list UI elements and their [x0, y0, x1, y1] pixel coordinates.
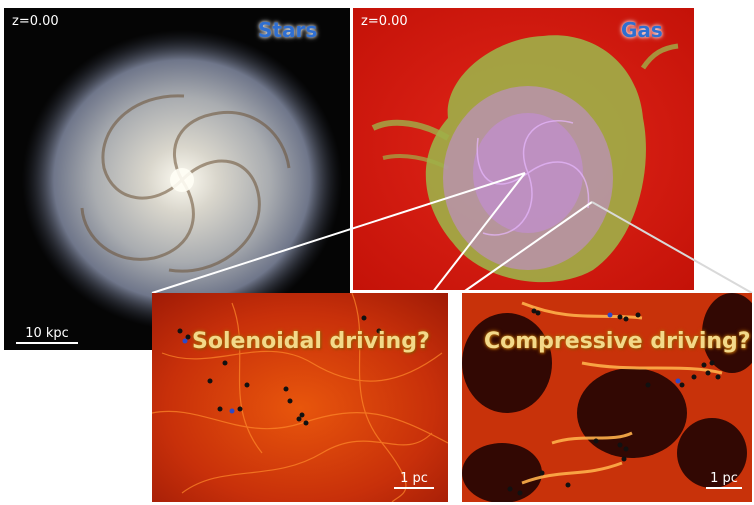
solenoidal-question: Solenoidal driving?: [192, 329, 430, 354]
compressive-scale-line: [706, 487, 742, 489]
solenoidal-scale-line: [394, 487, 434, 489]
stars-scale-bar: 10 kpc: [16, 326, 78, 344]
solenoidal-scale-bar: 1 pc: [394, 471, 434, 489]
compressive-scale-label: 1 pc: [710, 471, 738, 486]
compressive-panel: Compressive driving? 1 pc: [462, 293, 752, 502]
gas-galaxy-image: [353, 8, 694, 290]
gas-panel: z=0.00 Gas: [353, 8, 694, 290]
stars-title: Stars: [258, 18, 318, 42]
solenoidal-turbulence-image: [152, 293, 448, 502]
stars-scale-label: 10 kpc: [25, 326, 69, 341]
compressive-turbulence-image: [462, 293, 752, 502]
stars-redshift-label: z=0.00: [12, 14, 59, 29]
compressive-question: Compressive driving?: [484, 329, 751, 354]
gas-redshift-label: z=0.00: [361, 14, 408, 29]
solenoidal-panel: Solenoidal driving? 1 pc: [152, 293, 448, 502]
gas-title: Gas: [621, 18, 663, 42]
solenoidal-scale-label: 1 pc: [400, 471, 428, 486]
stars-scale-line: [16, 342, 78, 344]
compressive-scale-bar: 1 pc: [706, 471, 742, 489]
